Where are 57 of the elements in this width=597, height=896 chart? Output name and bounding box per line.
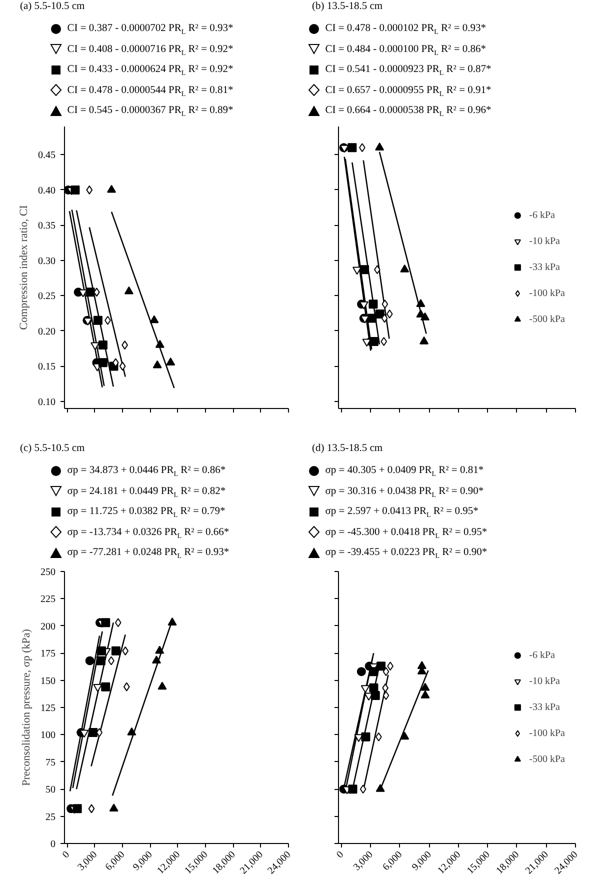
y-tick-label: 0.35 [38,220,56,232]
text: σp = -77.281 + 0.0248 PR$_{L}$ R² = 0.93* [67,547,230,560]
legend-label: -500 kPa [529,314,565,324]
legend-label: -500 kPa [529,754,565,764]
y-tick-label: 0.20 [38,326,56,338]
y-tick-label: 225 [40,594,56,606]
y-tick-label: 25 [46,812,56,823]
legend-label: -10 kPa [529,236,560,246]
legend-label: -10 kPa [529,676,560,686]
legend-label: -6 kPa [529,650,555,660]
text: σp = -39.455 + 0.0223 PR$_{L}$ R² = 0.90* [325,547,488,560]
text: σp = 2.597 + 0.0413 PR$_{L}$ R² = 0.95* [325,506,478,520]
y-tick-label: 250 [40,567,56,578]
text: σp = 30.316 + 0.0438 PR$_{L}$ R² = 0.90* [325,486,484,499]
text: CI = 0.545 - 0.0000367 PR$_{L}$ R² = 0.89* [67,105,234,118]
text: CI = 0.484 - 0.000100 PR$_{L}$ R² = 0.86* [325,44,486,57]
y-tick-label: 0.10 [38,396,56,408]
legend-label: -33 kPa [529,262,560,272]
text: σp = 11.725 + 0.0382 PR$_{L}$ R² = 0.79* [67,506,226,520]
text: CI = 0.387 - 0.0000702 PR$_{L}$ R² = 0.93* [67,23,234,36]
legend-label: -6 kPa [529,210,555,220]
text: σp = -45.300 + 0.0418 PR$_{L}$ R² = 0.95* [325,526,488,540]
y-tick-label: 0.15 [38,362,56,373]
y-tick-label: 0 [50,839,56,850]
y-tick-label: 175 [40,648,56,660]
text: σp = 24.181 + 0.0449 PR$_{L}$ R² = 0.82* [67,486,226,499]
chart-title: (d) 13.5-18.5 cm [311,442,384,456]
text: CI = 0.657 - 0.0000955 PR$_{L}$ R² = 0.91* [325,84,492,98]
legend-label: -100 kPa [529,288,565,298]
legend-label: -33 kPa [529,702,560,712]
y-tick-label: 150 [40,676,56,687]
chart-title: (b) 13.5-18.5 cm [311,0,384,14]
chart-title: (c) 5.5-10.5 cm [19,442,86,456]
y-axis-title: Preconsolidation pressure, σp (kPa) [20,628,32,786]
y-tick-label: 0.45 [38,150,56,162]
chart-title: (a) 5.5-10.5 cm [19,0,86,14]
text: CI = 0.541 - 0.0000923 PR$_{L}$ R² = 0.87* [325,64,492,78]
y-tick-label: 0.40 [38,185,56,196]
y-tick-label: 0.25 [38,291,56,302]
text: σp = 34.873 + 0.0446 PR$_{L}$ R² = 0.86* [67,465,226,478]
text: CI = 0.478 - 0.000102 PR$_{L}$ R² = 0.93* [325,23,486,36]
text: CI = 0.664 - 0.0000538 PR$_{L}$ R² = 0.96* [325,105,492,118]
legend-label: -100 kPa [529,728,565,738]
y-tick-label: 50 [46,784,56,796]
text: σp = 40.305 + 0.0409 PR$_{L}$ R² = 0.81* [325,465,484,478]
text: CI = 0.408 - 0.0000716 PR$_{L}$ R² = 0.92* [67,44,234,57]
text: CI = 0.433 - 0.0000624 PR$_{L}$ R² = 0.92* [67,64,234,78]
x-tick-label: 0 [60,849,72,861]
text: CI = 0.478 - 0.0000544 PR$_{L}$ R² = 0.81* [67,84,234,98]
y-axis-title: Compression index ratio, CI [18,204,30,330]
y-tick-label: 100 [40,730,56,742]
x-tick-label: 0 [334,849,346,861]
y-tick-label: 200 [40,621,56,632]
y-tick-label: 0.30 [38,256,56,267]
y-tick-label: 75 [46,757,56,768]
text: σp = -13.734 + 0.0326 PR$_{L}$ R² = 0.66* [67,526,230,540]
y-tick-label: 125 [40,703,56,714]
